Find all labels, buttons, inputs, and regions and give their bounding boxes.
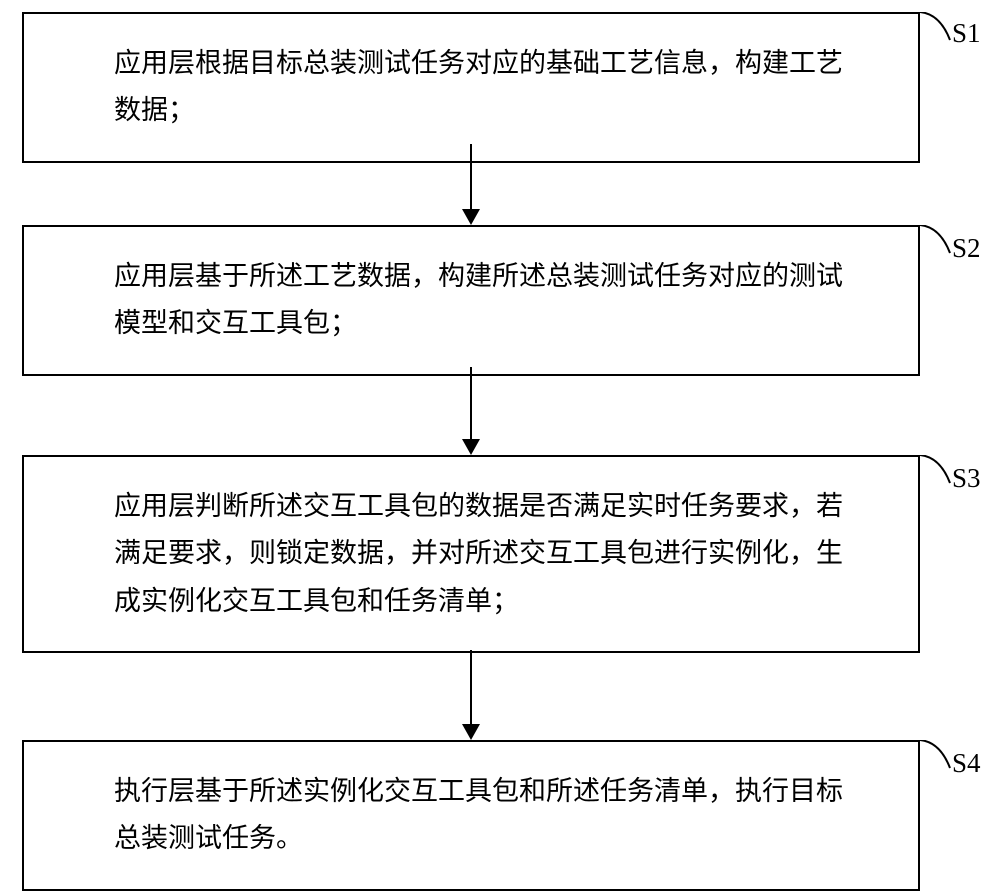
step-label-s4: S4 <box>952 748 981 779</box>
flow-step-text: 应用层根据目标总装测试任务对应的基础工艺信息，构建工艺数据； <box>114 48 843 125</box>
flow-step-text: 应用层判断所述交互工具包的数据是否满足实时任务要求，若满足要求，则锁定数据，并对… <box>114 491 843 616</box>
flow-step-s4: 执行层基于所述实例化交互工具包和所述任务清单，执行目标总装测试任务。 <box>22 740 920 891</box>
step-label-s1: S1 <box>952 18 981 49</box>
label-connector-s2 <box>920 225 954 255</box>
flow-step-text: 执行层基于所述实例化交互工具包和所述任务清单，执行目标总装测试任务。 <box>114 776 843 853</box>
step-label-s2: S2 <box>952 233 981 264</box>
label-connector-s1 <box>920 12 954 42</box>
step-label-text: S2 <box>952 233 981 263</box>
flow-step-s2: 应用层基于所述工艺数据，构建所述总装测试任务对应的测试模型和交互工具包； <box>22 225 920 376</box>
flow-arrow <box>462 367 480 455</box>
step-label-s3: S3 <box>952 463 981 494</box>
flow-arrow <box>462 650 480 740</box>
step-label-text: S1 <box>952 18 981 48</box>
flow-step-s3: 应用层判断所述交互工具包的数据是否满足实时任务要求，若满足要求，则锁定数据，并对… <box>22 455 920 653</box>
flow-arrow <box>462 144 480 225</box>
step-label-text: S4 <box>952 748 981 778</box>
step-label-text: S3 <box>952 463 981 493</box>
flowchart-container: 应用层根据目标总装测试任务对应的基础工艺信息，构建工艺数据； S1 应用层基于所… <box>0 0 1000 884</box>
label-connector-s4 <box>920 740 954 770</box>
flow-step-text: 应用层基于所述工艺数据，构建所述总装测试任务对应的测试模型和交互工具包； <box>114 261 843 338</box>
flow-step-s1: 应用层根据目标总装测试任务对应的基础工艺信息，构建工艺数据； <box>22 12 920 163</box>
label-connector-s3 <box>920 455 954 485</box>
